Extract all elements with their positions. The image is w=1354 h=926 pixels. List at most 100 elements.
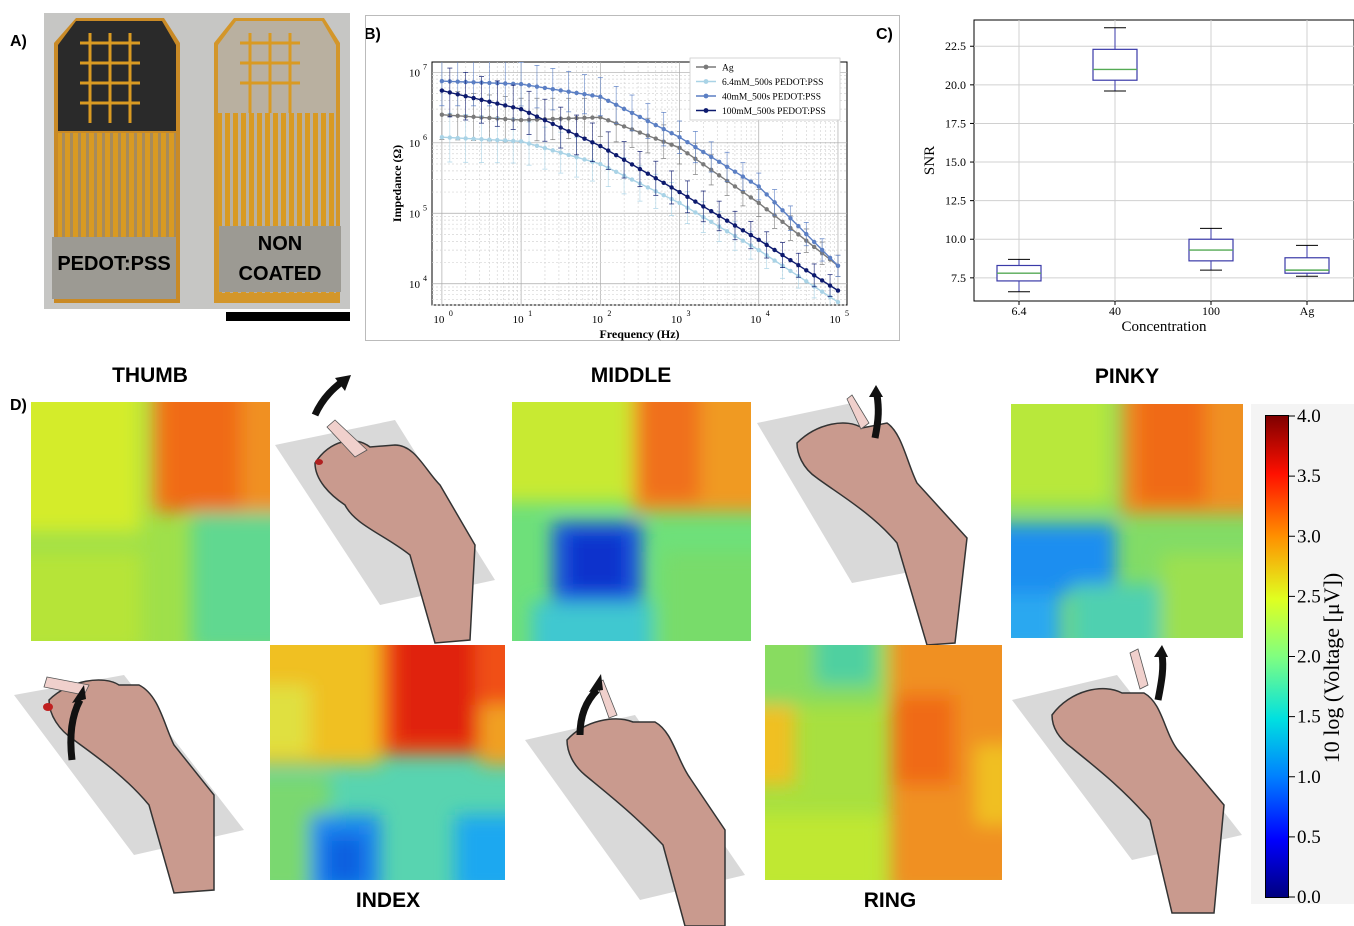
snr-box <box>1284 257 1330 274</box>
finger-label-ring: RING <box>863 889 917 912</box>
imp-series-marker <box>566 89 571 94</box>
imp-series-marker <box>487 99 492 104</box>
imp-series-marker <box>455 92 460 97</box>
imp-series-marker <box>693 210 698 215</box>
imp-series-marker <box>518 117 524 123</box>
imp-series-marker <box>748 179 754 184</box>
imp-series-marker <box>748 232 754 238</box>
imp-series-marker <box>439 78 445 84</box>
imp-series-marker <box>661 180 666 186</box>
imp-series-marker <box>701 204 706 209</box>
imp-series-marker <box>812 273 817 278</box>
imp-series-marker <box>629 110 635 116</box>
imp-y-tick-label: 10 <box>409 208 421 220</box>
imp-series-marker <box>606 98 611 103</box>
imp-series-marker <box>804 268 809 273</box>
hand-index-illustration <box>14 675 244 894</box>
finger-label-pinky: PINKY <box>1094 365 1160 388</box>
imp-series-marker <box>558 150 563 155</box>
imp-series-marker <box>598 161 603 167</box>
imp-series-marker <box>550 121 555 127</box>
imp-series-marker <box>796 223 801 229</box>
imp-series-marker <box>716 213 722 219</box>
imp-series-marker <box>495 101 500 106</box>
imp-series-marker <box>566 152 571 158</box>
imp-legend-marker <box>703 79 709 84</box>
imp-series-marker <box>574 155 579 160</box>
imp-y-tick-label: 10 <box>409 138 421 150</box>
imp-series-marker <box>598 143 603 149</box>
imp-series-marker <box>439 112 445 117</box>
imp-series-marker <box>621 157 627 163</box>
electrode-illustration <box>52 18 341 303</box>
imp-series-marker <box>558 125 563 130</box>
snr-y-tick-label: 22.5 <box>945 39 966 53</box>
imp-series-marker <box>819 247 825 253</box>
imp-series-marker <box>835 299 841 305</box>
impedance-chart-frame <box>365 15 900 341</box>
finger-label-thumb: THUMB <box>112 364 188 387</box>
colorbar-tick-label: 1.0 <box>1297 767 1321 788</box>
imp-y-axis-label: Impedance (Ω) <box>390 145 404 222</box>
imp-series-marker <box>804 231 809 237</box>
imp-series-marker <box>471 95 476 101</box>
snr-x-tick-label: 100 <box>1202 304 1220 318</box>
imp-x-tick-label: 10 <box>829 314 841 326</box>
colorbar-tick-label: 4.0 <box>1297 406 1321 427</box>
imp-series-marker <box>613 153 619 158</box>
imp-series-marker <box>827 294 833 300</box>
imp-series-marker <box>788 268 793 274</box>
imp-series-marker <box>835 288 841 293</box>
imp-series-marker <box>503 138 508 143</box>
imp-series-marker <box>772 200 777 205</box>
snr-y-tick-label: 20.0 <box>945 78 966 92</box>
imp-series-marker <box>590 115 595 120</box>
imp-series-marker <box>629 177 635 182</box>
imp-series-marker <box>645 118 651 124</box>
imp-series-marker <box>463 93 468 99</box>
imp-x-tick-label: 10 <box>433 314 445 326</box>
imp-series-marker <box>439 88 445 93</box>
heatmap-thumb <box>31 402 270 641</box>
imp-series-marker <box>621 124 627 129</box>
imp-series-marker <box>669 130 674 136</box>
snr-plot-area <box>973 19 1354 302</box>
imp-series-marker <box>503 116 508 122</box>
imp-series-marker <box>534 84 540 89</box>
heatmap-ring <box>765 645 1002 880</box>
finger-label-middle: MIDDLE <box>590 364 672 387</box>
imp-series-marker <box>748 195 754 200</box>
imp-y-tick-exp: 4 <box>423 274 427 283</box>
imp-series-marker <box>637 166 643 172</box>
imp-series-marker <box>542 118 548 123</box>
imp-series-marker <box>510 105 516 110</box>
imp-series-marker <box>724 218 730 223</box>
imp-series-marker <box>542 145 548 151</box>
imp-series-marker <box>756 237 761 243</box>
colorbar-tick-label: 3.5 <box>1297 466 1321 487</box>
imp-series-marker <box>772 247 777 253</box>
imp-series-marker <box>796 263 801 268</box>
imp-series-marker <box>772 213 777 218</box>
imp-series-marker <box>526 141 532 146</box>
imp-series-marker <box>709 208 714 214</box>
imp-series-marker <box>724 164 730 169</box>
imp-legend-entry: Ag <box>722 64 734 74</box>
imp-series-marker <box>463 136 468 141</box>
imp-legend: Ag 6.4mM_500s PEDOT:PSS 40mM_500s PEDOT:PS… <box>689 57 841 121</box>
imp-series-marker <box>606 118 611 123</box>
imp-series-marker <box>653 122 658 128</box>
snr-x-tick-label: 6.4 <box>1012 304 1027 318</box>
heatmap-pinky <box>1011 404 1243 638</box>
imp-series-marker <box>590 140 595 145</box>
imp-series-marker <box>756 184 761 189</box>
imp-series-marker <box>606 148 611 153</box>
finger-label-index: INDEX <box>355 889 421 912</box>
imp-series-marker <box>518 139 524 144</box>
imp-series-marker <box>479 137 484 142</box>
imp-series-marker <box>447 90 453 95</box>
imp-x-tick-exp: 2 <box>607 309 611 318</box>
imp-series-marker <box>724 229 730 234</box>
imp-series-marker <box>709 154 714 160</box>
imp-series-marker <box>534 143 540 149</box>
